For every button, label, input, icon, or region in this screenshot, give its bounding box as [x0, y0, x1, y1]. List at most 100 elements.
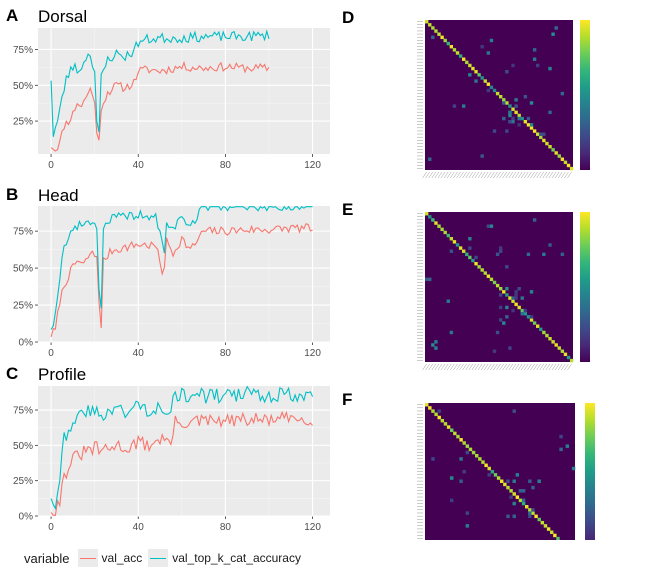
- heatmap-cell: [425, 277, 429, 282]
- heatmap-cell: [511, 63, 515, 68]
- heatmap-cell-diagonal: [443, 38, 447, 43]
- heatmap-cell-diagonal: [434, 29, 438, 33]
- x-tick-label-mark: [499, 171, 504, 179]
- heatmap-cell-diagonal: [545, 333, 549, 338]
- x-tick-label-mark: [567, 171, 572, 179]
- heatmap-cell: [506, 514, 510, 519]
- heatmap-cell: [539, 132, 543, 136]
- heatmap-cell-diagonal: [462, 441, 466, 445]
- line-chart-2: 0 40 80 120 0% 25% 50% 75%: [13, 205, 330, 359]
- heatmap-cell-diagonal: [554, 343, 558, 347]
- heatmap-cell-diagonal: [532, 321, 537, 325]
- heatmap-cell-diagonal: [529, 318, 534, 322]
- x-tick-label-mark: [542, 171, 547, 179]
- x-tick-label-mark: [542, 363, 547, 371]
- heatmap-cell: [502, 321, 506, 325]
- x-tick-label-mark: [422, 363, 427, 371]
- heatmap-cell-diagonal: [452, 48, 457, 52]
- heatmap-cell-diagonal: [493, 473, 498, 477]
- heatmap-cell: [465, 511, 470, 515]
- heatmap-cell: [511, 308, 515, 313]
- heatmap-cell: [517, 116, 521, 121]
- heatmap-cell: [565, 444, 570, 448]
- x-tick-label-mark: [508, 171, 514, 179]
- heatmap-cell-diagonal: [489, 277, 494, 282]
- heatmap-cell-diagonal: [468, 447, 473, 452]
- heatmap-cell-diagonal: [505, 293, 509, 297]
- heatmap-cell: [548, 243, 552, 247]
- heatmap-cell: [509, 495, 513, 499]
- heatmap-cell-diagonal: [517, 113, 521, 118]
- x-tick-label-mark: [487, 363, 492, 371]
- heatmap-cell: [526, 116, 531, 121]
- heatmap-cell-diagonal: [553, 533, 557, 538]
- heatmap-cell-diagonal: [474, 262, 478, 266]
- heatmap-cell: [559, 434, 563, 439]
- legend-label-val-top-k: val_top_k_cat_accuracy: [172, 551, 301, 565]
- heatmap-cell-diagonal: [508, 104, 512, 108]
- heatmap-cell: [528, 511, 532, 515]
- tick-label-x: 120: [304, 522, 321, 533]
- chart-title-head: Head: [38, 186, 79, 205]
- heatmap-cell: [487, 473, 491, 477]
- heatmap-cell-diagonal: [440, 418, 445, 423]
- x-tick-label-mark: [514, 363, 520, 371]
- heatmap-cell-diagonal: [569, 166, 574, 171]
- heatmap-cell: [492, 129, 497, 133]
- heatmap-cell: [517, 123, 521, 127]
- series-line-val_acc: [50, 223, 313, 338]
- heatmap-cell-diagonal: [471, 66, 475, 71]
- heatmap-cell-diagonal: [499, 287, 503, 291]
- heatmap-cell: [486, 51, 491, 55]
- tick-label-y: 25%: [13, 301, 33, 312]
- heatmap-cell: [474, 79, 478, 83]
- x-tick-label-mark: [493, 171, 498, 179]
- x-tick-label-mark: [530, 171, 535, 179]
- heatmap-cell: [489, 38, 494, 43]
- heatmap-cell: [506, 479, 510, 483]
- colorbar: [580, 20, 590, 170]
- heatmap-cell: [428, 157, 432, 161]
- tick-label-y: 50%: [13, 81, 33, 92]
- heatmap-cell: [505, 305, 509, 310]
- panel-letter-f: F: [342, 390, 353, 409]
- x-tick-label-mark: [453, 171, 458, 179]
- tick-label-y: 25%: [13, 117, 33, 128]
- x-tick-label-mark: [437, 363, 443, 371]
- heatmap-cell: [452, 104, 457, 108]
- heatmap-cell: [559, 447, 563, 452]
- heatmap-cell-diagonal: [548, 337, 552, 341]
- heatmap-cell: [551, 32, 555, 36]
- heatmap-cell-diagonal: [437, 224, 441, 228]
- heatmap-cell-diagonal: [515, 495, 520, 499]
- x-tick-label-mark: [558, 363, 563, 371]
- tick-label-x: 80: [220, 522, 232, 533]
- x-tick-label-mark: [428, 171, 433, 179]
- heatmap-cell: [499, 249, 503, 253]
- heatmap-cell-diagonal: [437, 415, 441, 420]
- heatmap-cell-diagonal: [495, 283, 500, 288]
- heatmap-cell: [548, 66, 552, 71]
- x-tick-label-mark: [484, 363, 489, 371]
- heatmap-cell-diagonal: [526, 123, 531, 127]
- heatmap-cell-diagonal: [443, 422, 448, 426]
- series-line-val_top_k_cat_accuracy: [50, 205, 313, 330]
- heatmap-cell-diagonal: [518, 498, 523, 503]
- heatmap-cell: [431, 35, 435, 40]
- heatmap-cell: [523, 308, 528, 313]
- x-tick-label-mark: [527, 171, 532, 179]
- series-line-val_top_k_cat_accuracy: [50, 385, 314, 511]
- heatmap-cell: [532, 218, 537, 222]
- x-tick-label-mark: [425, 171, 430, 179]
- heatmap-cell-diagonal: [536, 324, 540, 328]
- heatmap-cell-diagonal: [539, 135, 543, 140]
- panel-letter-c: C: [6, 364, 19, 383]
- x-tick-label-mark: [496, 171, 501, 179]
- heatmap-cell: [499, 293, 503, 297]
- heatmap-cell-diagonal: [481, 460, 485, 464]
- x-tick-label-mark: [477, 171, 483, 179]
- heatmap-cell-diagonal: [534, 514, 538, 519]
- heatmap-cell-diagonal: [523, 312, 528, 316]
- panel-letter-e: E: [342, 200, 354, 219]
- heatmap-cell: [468, 73, 472, 77]
